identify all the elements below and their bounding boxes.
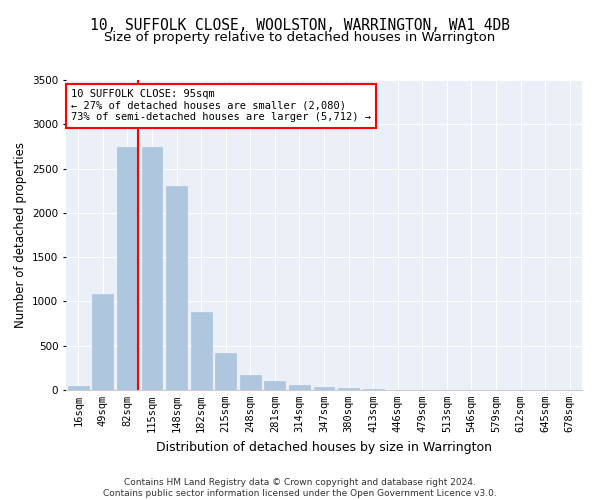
Bar	[265, 381, 286, 390]
Text: 10 SUFFOLK CLOSE: 95sqm
← 27% of detached houses are smaller (2,080)
73% of semi: 10 SUFFOLK CLOSE: 95sqm ← 27% of detache…	[71, 90, 371, 122]
Bar	[68, 386, 89, 390]
Bar	[314, 387, 334, 390]
Bar	[92, 294, 113, 390]
Y-axis label: Number of detached properties: Number of detached properties	[14, 142, 26, 328]
Bar	[338, 388, 359, 390]
Bar	[240, 374, 261, 390]
X-axis label: Distribution of detached houses by size in Warrington: Distribution of detached houses by size …	[156, 440, 492, 454]
Bar	[166, 186, 187, 390]
Bar	[117, 148, 138, 390]
Text: Contains HM Land Registry data © Crown copyright and database right 2024.
Contai: Contains HM Land Registry data © Crown c…	[103, 478, 497, 498]
Bar	[191, 312, 212, 390]
Bar	[289, 384, 310, 390]
Bar	[142, 148, 163, 390]
Bar	[215, 353, 236, 390]
Text: Size of property relative to detached houses in Warrington: Size of property relative to detached ho…	[104, 31, 496, 44]
Text: 10, SUFFOLK CLOSE, WOOLSTON, WARRINGTON, WA1 4DB: 10, SUFFOLK CLOSE, WOOLSTON, WARRINGTON,…	[90, 18, 510, 32]
Bar	[362, 389, 383, 390]
